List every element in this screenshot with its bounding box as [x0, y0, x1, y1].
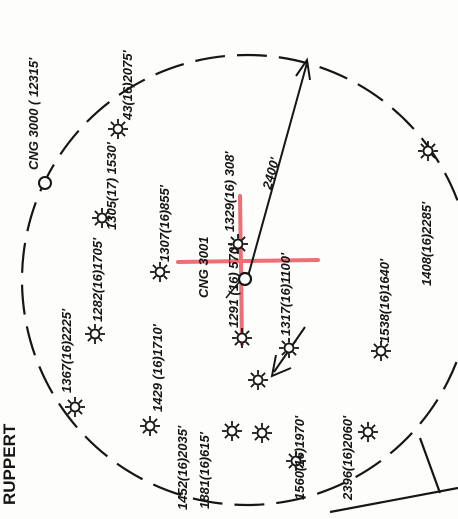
gas-well-icon — [248, 370, 268, 390]
well-label: 1329(16) 308' — [222, 151, 237, 232]
well-w1429: 1429 (16)1710' — [140, 323, 165, 436]
gas-well-icon — [108, 119, 128, 139]
gas-well-icon — [85, 324, 105, 344]
dry-hole-icon — [38, 176, 52, 190]
gas-well-icon — [92, 208, 112, 228]
gas-well-icon — [279, 338, 299, 358]
center-well-label: CNG 3001 — [196, 237, 211, 298]
center-crosshair — [176, 194, 320, 346]
well-w2396: 2396(16)2060' — [340, 415, 378, 501]
gas-well-icon — [150, 262, 170, 282]
radius-arrow-upper — [246, 62, 308, 281]
wells-layer: CNG 3000 ( 12315' 43(16)2075' 1329(16) 308… — [26, 50, 438, 510]
gas-well-icon — [140, 416, 160, 436]
center-well-marker — [237, 271, 253, 287]
well-w1317: 1317(16)1100' — [278, 252, 299, 358]
well-w1538: 1538(16)1640' — [371, 258, 392, 361]
well-label: 1560(16)1970' — [292, 415, 307, 500]
well-label: 1305(17) 1530' — [104, 141, 119, 230]
well-w43: 43(16)2075' — [108, 50, 135, 139]
well-label: 1317(16)1100' — [278, 252, 293, 336]
gas-well-icon — [358, 422, 378, 442]
well-w1881: 1881(16)615' — [197, 423, 272, 509]
well-label: CNG 3000 ( 12315' — [26, 57, 41, 170]
well-w1329: 1329(16) 308' — [222, 151, 248, 254]
well-label: 1452(16)2035' — [175, 425, 190, 510]
map-title: RUPPERT — [0, 423, 19, 505]
well-w1291: 1291 (16) 570' — [226, 243, 252, 348]
gas-well-icon — [228, 234, 248, 254]
gas-well-icon — [232, 328, 252, 348]
gas-well-icon — [252, 423, 272, 443]
gas-well-icon — [286, 451, 306, 471]
well-w1307: 1307(16)855' — [150, 184, 172, 282]
well-label: 1367(16)2225' — [59, 308, 74, 393]
well-w-unlabeled — [248, 370, 268, 390]
gas-well-icon — [222, 421, 242, 441]
well-label: 1307(16)855' — [157, 184, 172, 262]
well-w1305: 1305(17) 1530' — [92, 141, 119, 230]
well-w1408: 1408(16)2285' — [418, 141, 438, 286]
center-well-leader — [225, 280, 241, 299]
well-cng-3000: CNG 3000 ( 12315' — [26, 57, 52, 190]
gas-well-icon — [371, 341, 391, 361]
well-label: 1291 (16) 570' — [226, 243, 241, 328]
gas-well-icon — [418, 141, 438, 161]
well-label: 1538(16)1640' — [377, 258, 392, 343]
gas-well-icon — [65, 397, 85, 417]
well-w1367: 1367(16)2225' — [59, 308, 85, 417]
well-label: 1282(16)1705' — [90, 237, 105, 322]
well-label: 2396(16)2060' — [340, 415, 355, 501]
well-w1282: 1282(16)1705' — [85, 237, 105, 344]
radius-circle — [20, 53, 458, 507]
well-label: 1429 (16)1710' — [150, 323, 165, 412]
lease-boundary — [329, 437, 458, 514]
well-label: 1881(16)615' — [197, 431, 212, 509]
well-label: 43(16)2075' — [120, 50, 135, 121]
well-label: 1408(16)2285' — [419, 201, 434, 286]
radius-label: 2400' — [259, 155, 282, 192]
well-w1560: 1560(16)1970' — [286, 415, 307, 500]
well-w1452: 1452(16)2035' — [175, 421, 242, 510]
